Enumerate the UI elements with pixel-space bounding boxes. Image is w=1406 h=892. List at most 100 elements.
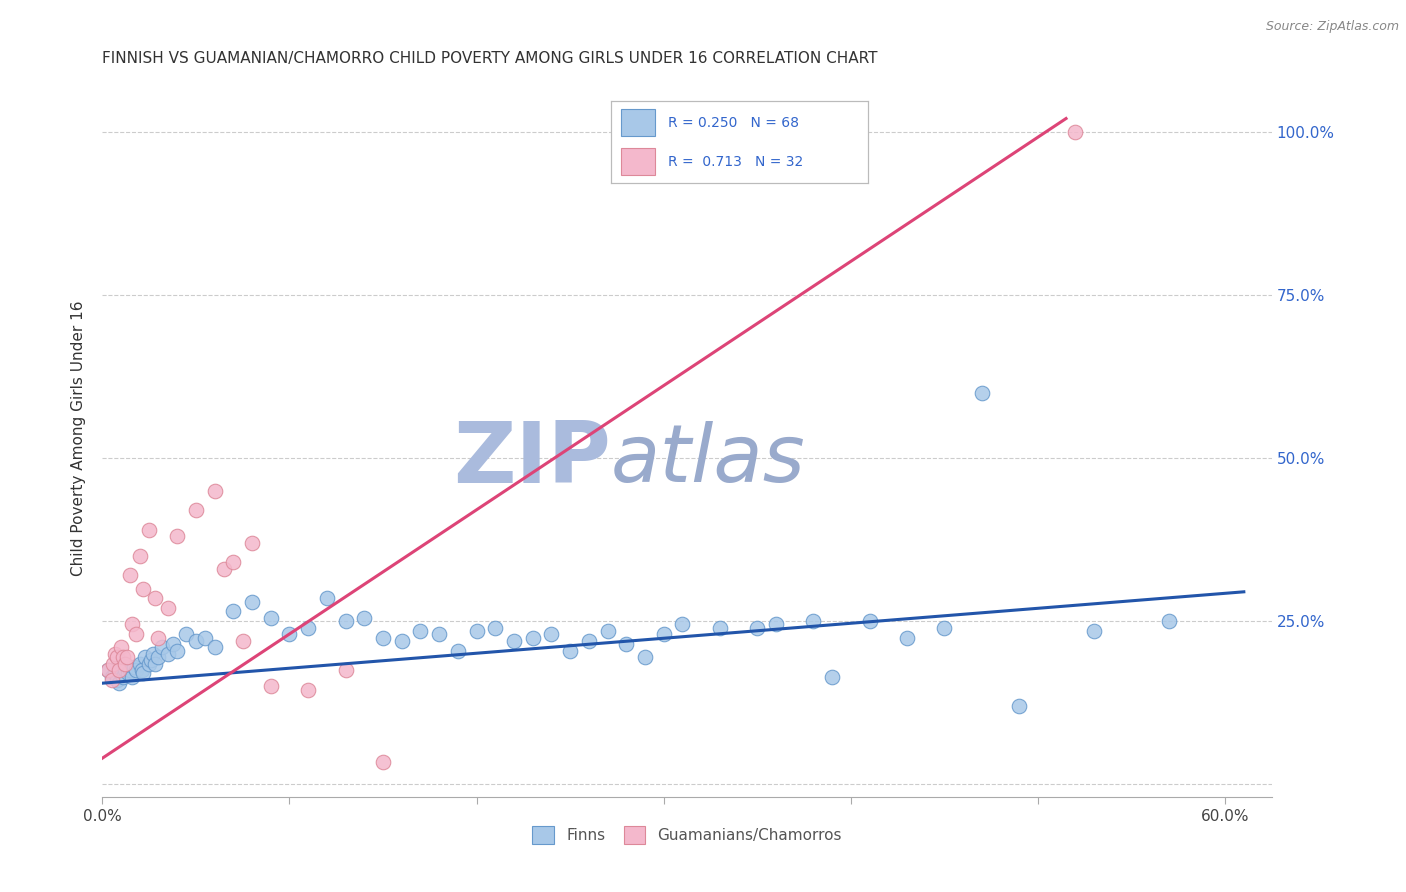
- Point: [1157, 614, 1180, 628]
- Point: [709, 621, 731, 635]
- Point: [111, 670, 134, 684]
- Text: Source: ZipAtlas.com: Source: ZipAtlas.com: [1265, 20, 1399, 33]
- Point: [297, 621, 319, 635]
- Point: [100, 673, 122, 687]
- Point: [166, 529, 188, 543]
- Point: [128, 657, 150, 671]
- Point: [204, 640, 226, 655]
- Point: [596, 624, 619, 638]
- Point: [335, 614, 357, 628]
- Point: [115, 650, 138, 665]
- Point: [132, 582, 155, 596]
- Point: [259, 680, 281, 694]
- Point: [143, 657, 166, 671]
- Point: [103, 657, 125, 671]
- Point: [105, 673, 128, 687]
- Point: [765, 617, 787, 632]
- Point: [120, 568, 142, 582]
- Point: [614, 637, 637, 651]
- Point: [484, 621, 506, 635]
- Point: [125, 627, 148, 641]
- Point: [148, 631, 170, 645]
- Point: [111, 650, 134, 665]
- Point: [134, 650, 156, 665]
- Point: [1008, 699, 1031, 714]
- Point: [104, 666, 127, 681]
- Point: [104, 647, 127, 661]
- Point: [391, 633, 413, 648]
- Point: [114, 657, 136, 671]
- Point: [297, 682, 319, 697]
- Point: [858, 614, 880, 628]
- Point: [447, 643, 470, 657]
- Point: [240, 594, 263, 608]
- Text: ZIP: ZIP: [453, 418, 612, 501]
- Point: [896, 631, 918, 645]
- Point: [176, 627, 198, 641]
- Point: [1064, 125, 1087, 139]
- Point: [803, 614, 825, 628]
- Point: [204, 483, 226, 498]
- Text: FINNISH VS GUAMANIAN/CHAMORRO CHILD POVERTY AMONG GIRLS UNDER 16 CORRELATION CHA: FINNISH VS GUAMANIAN/CHAMORRO CHILD POVE…: [103, 51, 877, 66]
- Point: [821, 670, 844, 684]
- Point: [114, 663, 136, 677]
- Text: atlas: atlas: [612, 421, 806, 499]
- Point: [97, 663, 120, 677]
- Point: [427, 627, 450, 641]
- Point: [222, 604, 245, 618]
- Point: [108, 676, 131, 690]
- Point: [558, 643, 581, 657]
- Point: [522, 631, 544, 645]
- Point: [671, 617, 693, 632]
- Point: [222, 556, 245, 570]
- Point: [115, 660, 138, 674]
- Point: [259, 611, 281, 625]
- Point: [335, 663, 357, 677]
- Point: [540, 627, 562, 641]
- Point: [166, 643, 188, 657]
- Point: [162, 637, 184, 651]
- Point: [97, 663, 120, 677]
- Point: [747, 621, 769, 635]
- Point: [138, 523, 160, 537]
- Y-axis label: Child Poverty Among Girls Under 16: Child Poverty Among Girls Under 16: [72, 301, 86, 576]
- Point: [465, 624, 488, 638]
- Point: [934, 621, 956, 635]
- Point: [121, 617, 143, 632]
- Point: [315, 591, 337, 606]
- Point: [105, 650, 128, 665]
- Point: [150, 640, 173, 655]
- Point: [100, 670, 122, 684]
- Point: [143, 591, 166, 606]
- Point: [110, 666, 132, 681]
- Point: [184, 633, 207, 648]
- Point: [232, 633, 254, 648]
- Point: [194, 631, 217, 645]
- Point: [121, 670, 143, 684]
- Point: [125, 663, 148, 677]
- Point: [128, 549, 150, 563]
- Point: [132, 666, 155, 681]
- Point: [142, 647, 165, 661]
- Point: [371, 755, 394, 769]
- Point: [117, 666, 139, 681]
- Point: [110, 640, 132, 655]
- Point: [353, 611, 375, 625]
- Point: [409, 624, 432, 638]
- Point: [578, 633, 600, 648]
- Point: [371, 631, 394, 645]
- Point: [1083, 624, 1105, 638]
- Point: [138, 657, 160, 671]
- Point: [970, 385, 993, 400]
- Point: [148, 650, 170, 665]
- Point: [240, 536, 263, 550]
- Point: [156, 601, 179, 615]
- Point: [634, 650, 657, 665]
- Point: [108, 663, 131, 677]
- Point: [652, 627, 675, 641]
- Point: [131, 663, 153, 677]
- Point: [120, 663, 142, 677]
- Point: [139, 653, 162, 667]
- Point: [503, 633, 526, 648]
- Point: [156, 647, 179, 661]
